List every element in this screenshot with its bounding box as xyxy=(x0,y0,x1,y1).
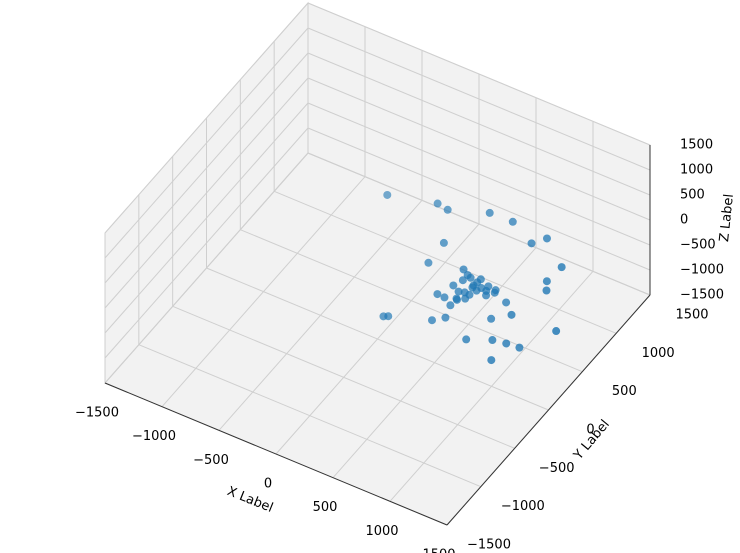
grid-line xyxy=(307,127,651,271)
grid-line xyxy=(307,52,651,196)
data-point xyxy=(502,298,511,307)
z-tick-label: 1000 xyxy=(680,163,713,178)
data-point xyxy=(458,276,467,285)
grid-line xyxy=(104,52,309,284)
data-point xyxy=(440,293,449,302)
data-point xyxy=(557,263,566,272)
data-point xyxy=(487,314,496,323)
z-tick-label: 1500 xyxy=(680,138,713,153)
x-tick-label: 1500 xyxy=(422,548,455,553)
data-point xyxy=(552,327,561,336)
data-point xyxy=(383,190,392,199)
y-tick-label: 500 xyxy=(612,384,637,399)
data-point xyxy=(443,205,452,214)
grid-line xyxy=(307,27,651,171)
data-point xyxy=(488,336,497,345)
grid-line xyxy=(104,27,309,259)
data-point xyxy=(502,339,511,348)
data-point xyxy=(485,208,494,217)
data-point xyxy=(476,275,485,284)
grid-line xyxy=(172,305,515,449)
data-point xyxy=(484,282,493,291)
data-point xyxy=(515,343,524,352)
data-point xyxy=(454,287,463,296)
grid-line xyxy=(206,267,549,411)
data-point xyxy=(433,199,442,208)
grid-line xyxy=(138,344,482,488)
data-point xyxy=(449,281,458,290)
data-point xyxy=(462,335,471,344)
grid-line xyxy=(307,102,651,246)
x-tick-label: 1000 xyxy=(365,524,398,539)
x-tick-label: 500 xyxy=(313,500,338,515)
data-point xyxy=(542,277,551,286)
grid-line xyxy=(104,77,309,309)
grid-line xyxy=(273,190,617,334)
axis-line xyxy=(446,294,651,526)
grid-line xyxy=(104,127,309,359)
grid-line xyxy=(307,152,651,296)
z-tick-label: 0 xyxy=(680,213,688,228)
data-point xyxy=(424,258,433,267)
z-tick-label: −500 xyxy=(680,238,716,253)
x-tick-label: −1500 xyxy=(75,406,119,421)
axis-line xyxy=(104,382,448,526)
data-point xyxy=(446,301,455,310)
y-tick-label: −1000 xyxy=(501,499,545,514)
x-tick-label: 0 xyxy=(264,477,272,492)
data-point xyxy=(452,295,461,304)
data-point xyxy=(459,265,468,274)
grid-line xyxy=(104,102,309,334)
grid-line xyxy=(104,152,309,384)
data-point xyxy=(428,316,436,325)
y-tick-label: 1000 xyxy=(642,346,675,361)
data-point xyxy=(527,239,536,248)
data-point xyxy=(384,312,393,321)
z-tick-label: 500 xyxy=(680,188,705,203)
data-point xyxy=(441,313,450,322)
x-tick-label: −500 xyxy=(193,453,229,468)
data-point xyxy=(439,238,448,247)
z-axis-label: Z Label xyxy=(717,193,737,242)
data-point xyxy=(487,356,496,365)
z-tick-label: −1000 xyxy=(680,263,724,278)
data-point xyxy=(466,273,475,282)
data-point xyxy=(461,294,470,303)
y-tick-label: 1500 xyxy=(675,308,708,323)
x-tick-label: −1000 xyxy=(132,429,176,444)
z-tick-label: −1500 xyxy=(680,288,724,303)
data-point xyxy=(542,286,551,295)
grid-line xyxy=(307,77,651,221)
grid-line xyxy=(104,2,309,234)
y-tick-label: −500 xyxy=(539,461,575,476)
y-tick-label: 0 xyxy=(586,423,594,438)
data-point xyxy=(433,290,442,299)
data-point xyxy=(507,310,516,319)
data-point xyxy=(491,286,500,295)
y-tick-label: −1500 xyxy=(467,538,511,553)
data-point xyxy=(542,234,551,243)
grid-line xyxy=(307,2,651,146)
data-point xyxy=(508,217,517,226)
data-point xyxy=(477,284,486,293)
grid-line xyxy=(240,229,583,373)
data-point xyxy=(482,291,491,300)
